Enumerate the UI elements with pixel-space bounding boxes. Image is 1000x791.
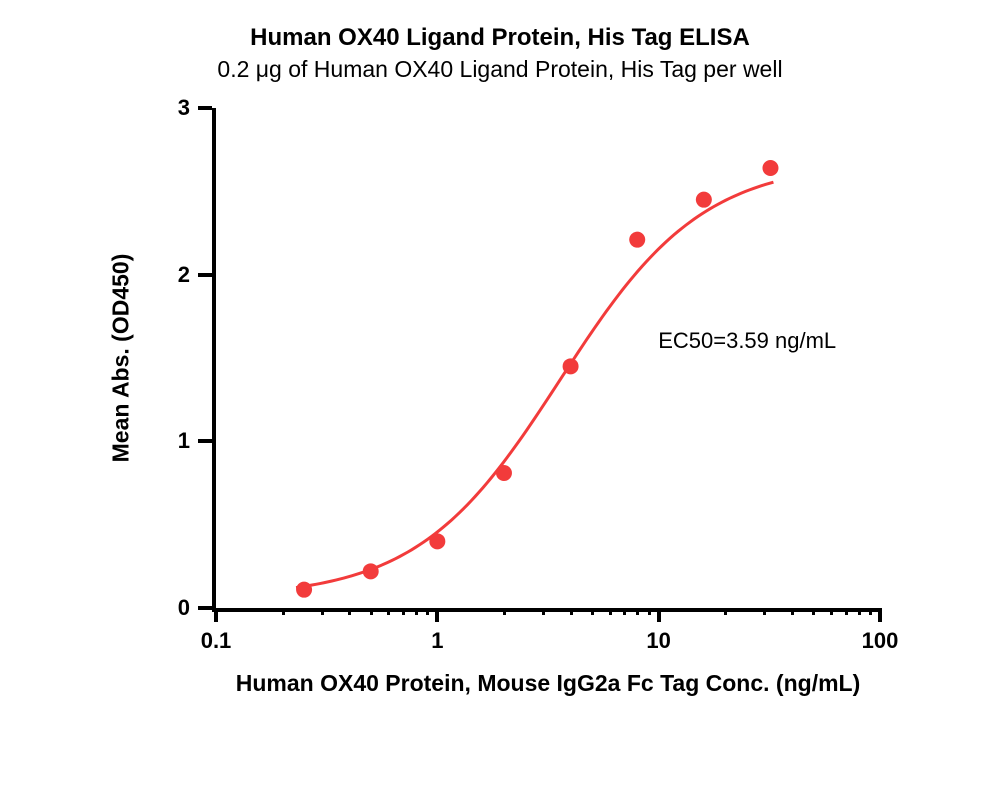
x-minor-tick (812, 608, 815, 615)
x-tick-label: 1 (431, 628, 443, 654)
fit-curve (296, 182, 773, 587)
x-minor-tick (415, 608, 418, 615)
x-minor-tick (402, 608, 405, 615)
data-point (696, 192, 712, 208)
x-minor-tick (623, 608, 626, 615)
data-point (762, 160, 778, 176)
x-major-tick (657, 608, 661, 622)
y-tick-label: 1 (160, 428, 190, 454)
x-major-tick (214, 608, 218, 622)
y-tick-label: 3 (160, 95, 190, 121)
y-major-tick (198, 273, 212, 277)
data-point (629, 232, 645, 248)
chart-title: Human OX40 Ligand Protein, His Tag ELISA (0, 24, 1000, 52)
x-minor-tick (282, 608, 285, 615)
y-major-tick (198, 606, 212, 610)
x-minor-tick (348, 608, 351, 615)
plot-area (216, 108, 880, 608)
x-minor-tick (591, 608, 594, 615)
ec50-annotation: EC50=3.59 ng/mL (658, 328, 836, 354)
data-point (563, 358, 579, 374)
x-minor-tick (830, 608, 833, 615)
x-tick-label: 10 (646, 628, 670, 654)
data-point (429, 533, 445, 549)
y-major-tick (198, 106, 212, 110)
y-major-tick (198, 439, 212, 443)
chart-svg (216, 108, 880, 608)
data-point (496, 465, 512, 481)
x-minor-tick (387, 608, 390, 615)
x-major-tick (878, 608, 882, 622)
chart-subtitle: 0.2 μg of Human OX40 Ligand Protein, His… (0, 56, 1000, 83)
x-major-tick (435, 608, 439, 622)
x-minor-tick (609, 608, 612, 615)
x-minor-tick (321, 608, 324, 615)
x-minor-tick (426, 608, 429, 615)
x-minor-tick (858, 608, 861, 615)
data-point (363, 563, 379, 579)
x-minor-tick (869, 608, 872, 615)
x-minor-tick (845, 608, 848, 615)
y-axis-label: Mean Abs. (OD450) (108, 254, 135, 463)
x-minor-tick (791, 608, 794, 615)
x-minor-tick (636, 608, 639, 615)
chart-container: Human OX40 Ligand Protein, His Tag ELISA… (0, 0, 1000, 791)
y-tick-label: 0 (160, 595, 190, 621)
x-axis-line (212, 608, 880, 612)
x-minor-tick (542, 608, 545, 615)
x-minor-tick (724, 608, 727, 615)
x-minor-tick (503, 608, 506, 615)
y-axis-line (212, 108, 216, 612)
x-minor-tick (370, 608, 373, 615)
data-point (296, 582, 312, 598)
x-minor-tick (763, 608, 766, 615)
x-tick-label: 100 (862, 628, 899, 654)
x-tick-label: 0.1 (201, 628, 232, 654)
x-minor-tick (648, 608, 651, 615)
x-minor-tick (570, 608, 573, 615)
x-axis-label: Human OX40 Protein, Mouse IgG2a Fc Tag C… (236, 670, 860, 697)
y-tick-label: 2 (160, 262, 190, 288)
